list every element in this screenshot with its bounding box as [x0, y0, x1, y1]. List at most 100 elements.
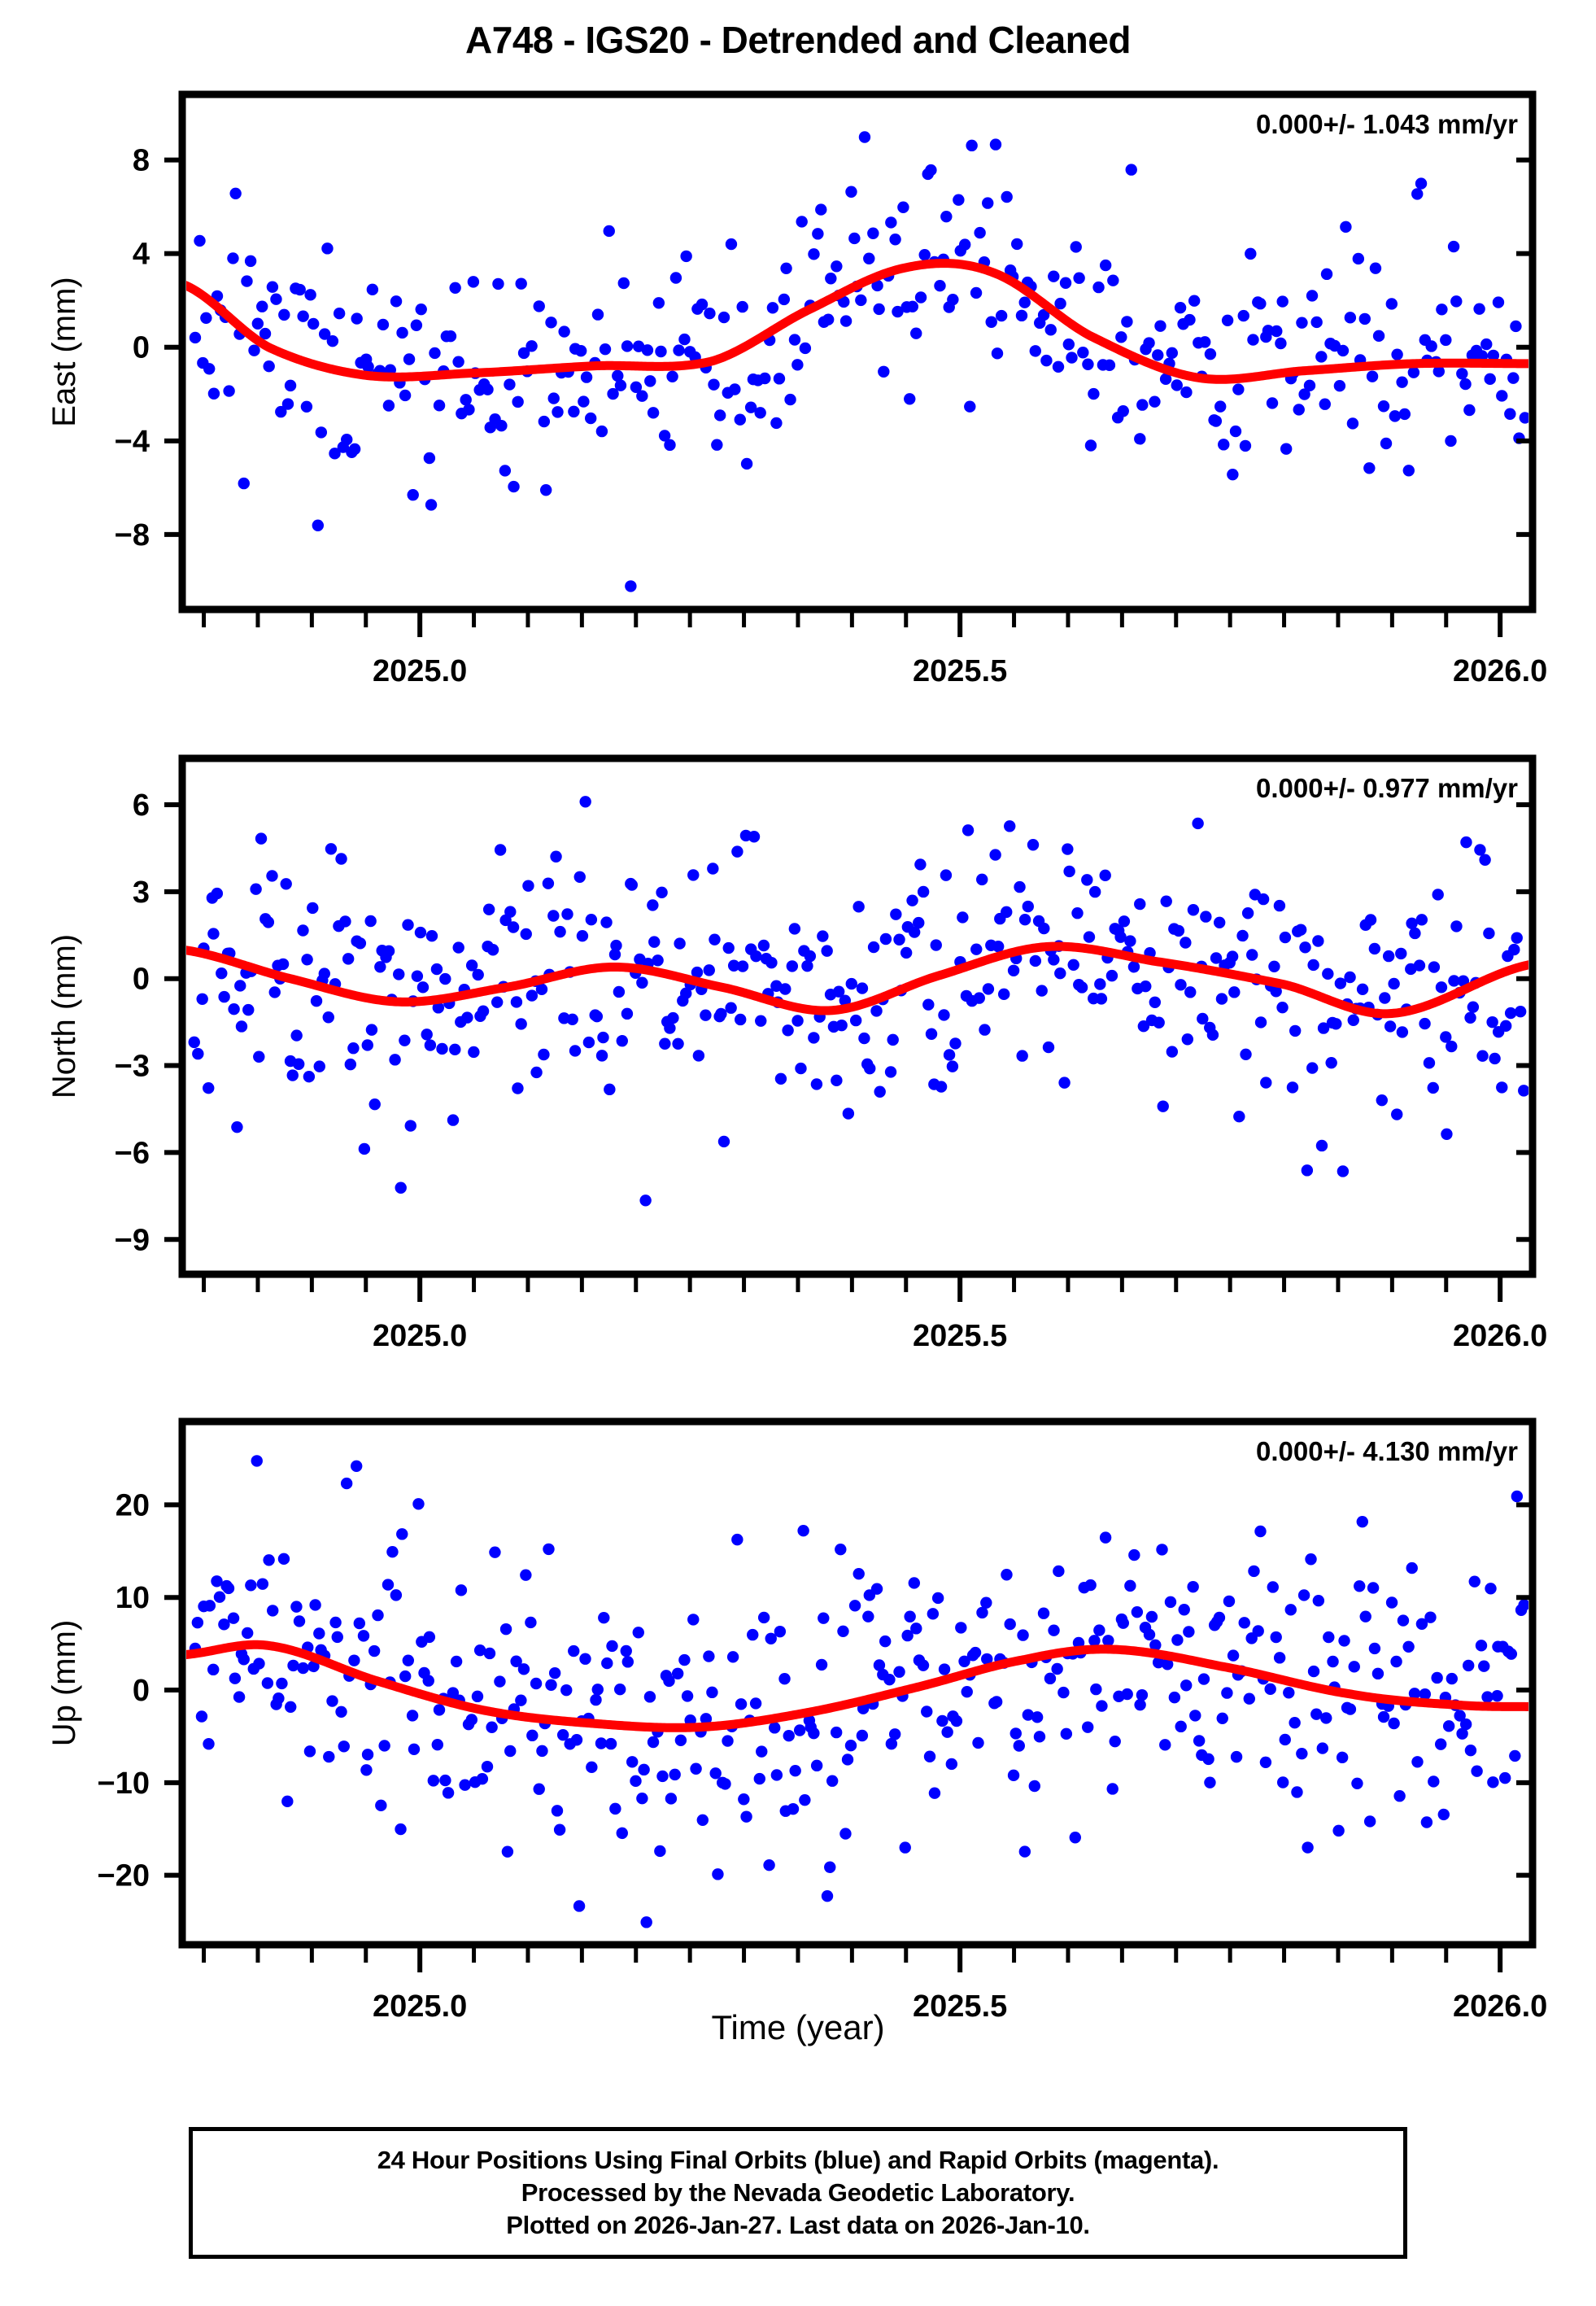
chart-svg-north: 6 3 0 −3 −6 −9 2025.0 2025.5 2026.0 North (mm) 0.0…	[46, 754, 1547, 1353]
data-point	[584, 412, 597, 425]
data-point	[1180, 1679, 1193, 1692]
data-point	[1044, 1672, 1057, 1685]
data-point	[386, 1546, 399, 1558]
data-point	[1479, 854, 1491, 866]
data-point	[436, 1042, 448, 1055]
data-point	[779, 983, 791, 995]
data-point	[427, 1775, 440, 1787]
data-point	[1015, 309, 1028, 322]
data-point	[1160, 895, 1172, 907]
data-point	[1389, 410, 1402, 422]
data-point	[1236, 929, 1249, 942]
data-point	[591, 1010, 604, 1023]
data-point	[1514, 1006, 1527, 1018]
data-point	[1075, 981, 1088, 994]
chart-panel-east: 8 4 0 −4 −8 2025.0 2025.5 2026.0 East (mm) 0.000+…	[0, 49, 1596, 692]
data-point	[375, 1799, 387, 1812]
data-point	[1436, 304, 1448, 316]
data-point	[958, 1655, 970, 1667]
footer-line-2: Processed by the Nevada Geodetic Laborat…	[521, 2178, 1075, 2207]
data-point	[1508, 943, 1520, 956]
data-point	[390, 295, 403, 308]
data-point	[1463, 404, 1476, 417]
data-point	[213, 1591, 226, 1603]
data-point	[1206, 1029, 1219, 1042]
data-point	[1380, 437, 1393, 450]
data-point	[1048, 1624, 1060, 1636]
data-point	[216, 967, 228, 980]
data-point	[1428, 1775, 1440, 1788]
data-point	[609, 1802, 621, 1815]
data-point	[406, 1710, 419, 1722]
data-point	[647, 1736, 660, 1749]
data-point	[717, 311, 730, 324]
data-point	[1054, 297, 1066, 310]
data-point	[1143, 1628, 1156, 1641]
data-point	[1134, 898, 1146, 911]
data-point	[647, 407, 660, 419]
data-point	[769, 1722, 781, 1734]
data-point	[1031, 1711, 1044, 1723]
data-point	[1152, 1656, 1165, 1669]
data-point	[666, 370, 678, 382]
rate-annotation-up: 0.000+/- 4.130 mm/yr	[1256, 1436, 1518, 1466]
y-tick-label-north-4: −6	[115, 1136, 150, 1170]
data-point	[423, 452, 436, 465]
data-point	[395, 1823, 407, 1836]
data-point	[1028, 1780, 1040, 1793]
data-point	[1082, 1721, 1094, 1733]
data-point	[1159, 373, 1172, 386]
data-point	[713, 409, 726, 421]
data-point	[191, 1616, 204, 1629]
data-point	[408, 1743, 421, 1755]
data-point	[238, 477, 250, 490]
data-point	[1310, 1708, 1323, 1720]
data-point	[722, 1735, 734, 1747]
data-point	[904, 393, 916, 405]
data-point	[449, 1043, 461, 1056]
data-point	[568, 1644, 580, 1657]
data-point	[1307, 1665, 1320, 1678]
data-point	[1275, 337, 1287, 350]
data-point	[1127, 961, 1140, 973]
data-point	[770, 980, 783, 992]
data-point	[1106, 1783, 1119, 1795]
data-point	[429, 347, 441, 360]
data-point	[1393, 1790, 1406, 1802]
data-point	[1347, 1014, 1359, 1026]
data-point	[715, 1007, 727, 1020]
data-point	[439, 1774, 451, 1787]
data-point	[936, 1714, 948, 1727]
data-point	[1456, 368, 1468, 380]
data-point	[1171, 379, 1183, 391]
data-point	[1232, 383, 1245, 395]
data-point	[1001, 190, 1013, 203]
data-point	[348, 1654, 360, 1666]
data-point	[460, 394, 472, 406]
data-point	[925, 1028, 938, 1040]
data-point	[1289, 1717, 1301, 1729]
data-point	[970, 943, 983, 955]
data-point	[808, 248, 820, 260]
data-point	[945, 1758, 958, 1771]
data-point	[1315, 1139, 1328, 1152]
data-point	[533, 300, 545, 312]
data-point	[477, 1005, 490, 1017]
data-point	[1197, 1673, 1210, 1685]
data-point	[1296, 317, 1308, 329]
data-point	[604, 1083, 616, 1096]
data-point	[597, 1031, 609, 1044]
data-point	[783, 1730, 795, 1742]
data-point	[1485, 1583, 1497, 1595]
data-point	[196, 993, 208, 1005]
data-point	[335, 853, 347, 865]
data-point	[1137, 1020, 1150, 1033]
data-point	[778, 1673, 791, 1685]
data-point	[601, 1657, 613, 1670]
data-point	[530, 1677, 543, 1690]
data-point	[268, 986, 281, 998]
plot-frame-overlay-north	[178, 754, 1537, 1278]
data-point	[476, 1772, 489, 1785]
chart-svg-east: 8 4 0 −4 −8 2025.0 2025.5 2026.0 East (mm) 0.000+…	[46, 90, 1547, 688]
data-point	[1284, 1604, 1297, 1616]
